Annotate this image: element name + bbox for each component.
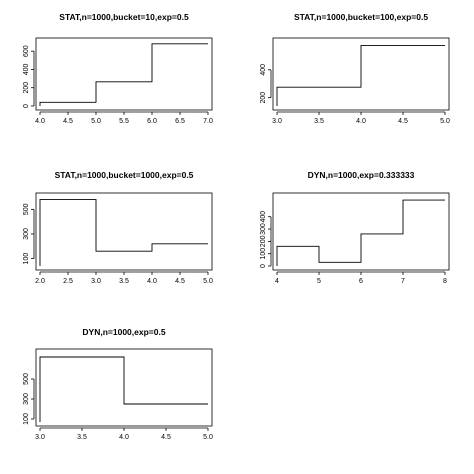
x-tick-label: 3.0 bbox=[272, 118, 282, 125]
x-tick-label: 5.0 bbox=[203, 278, 213, 285]
x-tick-label: 4.5 bbox=[398, 118, 408, 125]
x-tick-label: 4.0 bbox=[35, 118, 45, 125]
x-tick-label: 4.0 bbox=[356, 118, 366, 125]
plot-frame bbox=[272, 37, 450, 111]
x-axis: 3.0 3.5 4.0 4.5 5.0 bbox=[272, 111, 450, 125]
y-tick-label: 300 bbox=[23, 228, 30, 240]
chart-panel-1: STAT,n=1000,bucket=10,exp=0.5 4.0 4.5 5.0 5.… bbox=[23, 12, 213, 125]
x-tick-label: 2.5 bbox=[63, 278, 73, 285]
plot-frame bbox=[272, 192, 450, 271]
y-tick-label: 100 bbox=[260, 248, 267, 260]
step-series-line bbox=[276, 199, 445, 266]
plot-frame bbox=[35, 348, 213, 427]
x-tick-label: 6.0 bbox=[147, 118, 157, 125]
step-series-line bbox=[39, 356, 208, 422]
plot-frame bbox=[35, 192, 213, 271]
y-tick-label: 100 bbox=[23, 253, 30, 265]
x-tick-label: 6.5 bbox=[175, 118, 185, 125]
y-tick-label: 200 bbox=[23, 82, 30, 94]
chart-panel-5: DYN,n=1000,exp=0.5 3.0 3.5 4.0 4.5 5.0 100 300 5… bbox=[23, 327, 213, 441]
y-tick-label: 200 bbox=[260, 235, 267, 247]
x-tick-label: 3.0 bbox=[91, 278, 101, 285]
chart-title: STAT,n=1000,bucket=10,exp=0.5 bbox=[59, 12, 189, 22]
y-tick-label: 300 bbox=[260, 223, 267, 235]
chart-panel-4: DYN,n=1000,exp=0.333333 4 5 6 7 8 0 10020030040… bbox=[260, 170, 450, 285]
y-axis: 0 200 400 600 bbox=[23, 45, 35, 108]
y-tick-label: 500 bbox=[23, 373, 30, 385]
y-tick-label: 400 bbox=[260, 211, 267, 223]
x-tick-label: 7 bbox=[401, 278, 405, 285]
y-tick-label: 300 bbox=[23, 393, 30, 405]
x-tick-label: 3.5 bbox=[77, 434, 87, 441]
x-tick-label: 4.0 bbox=[119, 434, 129, 441]
chart-panel-2: STAT,n=1000,bucket=100,exp=0.5 3.0 3.5 4.0 4… bbox=[260, 12, 450, 125]
chart-title: DYN,n=1000,exp=0.333333 bbox=[308, 170, 415, 180]
x-tick-label: 4.0 bbox=[147, 278, 157, 285]
x-tick-label: 3.0 bbox=[35, 434, 45, 441]
x-tick-label: 5.0 bbox=[91, 118, 101, 125]
y-tick-label: 500 bbox=[23, 203, 30, 215]
chart-title: DYN,n=1000,exp=0.5 bbox=[82, 327, 165, 337]
x-tick-label: 2.0 bbox=[35, 278, 45, 285]
x-tick-label: 5.5 bbox=[119, 118, 129, 125]
x-tick-label: 4.5 bbox=[161, 434, 171, 441]
x-tick-label: 5 bbox=[317, 278, 321, 285]
y-axis: 100 300 500 bbox=[23, 203, 35, 265]
y-axis: 100 300 500 bbox=[23, 373, 35, 425]
x-tick-label: 3.5 bbox=[314, 118, 324, 125]
step-series-line bbox=[39, 43, 208, 106]
x-tick-label: 7.0 bbox=[203, 118, 213, 125]
x-tick-label: 3.5 bbox=[119, 278, 129, 285]
x-tick-label: 6 bbox=[359, 278, 363, 285]
x-axis: 4.0 4.5 5.0 5.5 6.0 6.5 7.0 bbox=[35, 111, 213, 125]
chart-title: STAT,n=1000,bucket=1000,exp=0.5 bbox=[55, 170, 194, 180]
x-axis: 4 5 6 7 8 bbox=[275, 271, 447, 285]
chart-panel-3: STAT,n=1000,bucket=1000,exp=0.5 2.0 2.5 3.0… bbox=[23, 170, 213, 285]
y-tick-label: 400 bbox=[23, 63, 30, 75]
step-series-line bbox=[276, 45, 445, 106]
y-tick-label: 0 bbox=[260, 264, 267, 268]
x-tick-label: 4.5 bbox=[63, 118, 73, 125]
y-tick-label: 600 bbox=[23, 45, 30, 57]
x-tick-label: 5.0 bbox=[203, 434, 213, 441]
plot-frame bbox=[35, 37, 213, 111]
y-axis: 200 400 bbox=[260, 64, 272, 104]
x-tick-label: 4.5 bbox=[175, 278, 185, 285]
x-axis: 3.0 3.5 4.0 4.5 5.0 bbox=[35, 427, 213, 441]
step-series-line bbox=[39, 199, 208, 266]
x-tick-label: 4 bbox=[275, 278, 279, 285]
x-tick-label: 8 bbox=[443, 278, 447, 285]
chart-title: STAT,n=1000,bucket=100,exp=0.5 bbox=[294, 12, 428, 22]
y-tick-label: 200 bbox=[260, 92, 267, 104]
y-tick-label: 100 bbox=[23, 413, 30, 425]
x-axis: 2.0 2.5 3.0 3.5 4.0 4.5 5.0 bbox=[35, 271, 213, 285]
y-tick-label: 400 bbox=[260, 64, 267, 76]
y-tick-label: 0 bbox=[23, 104, 30, 108]
x-tick-label: 5.0 bbox=[440, 118, 450, 125]
